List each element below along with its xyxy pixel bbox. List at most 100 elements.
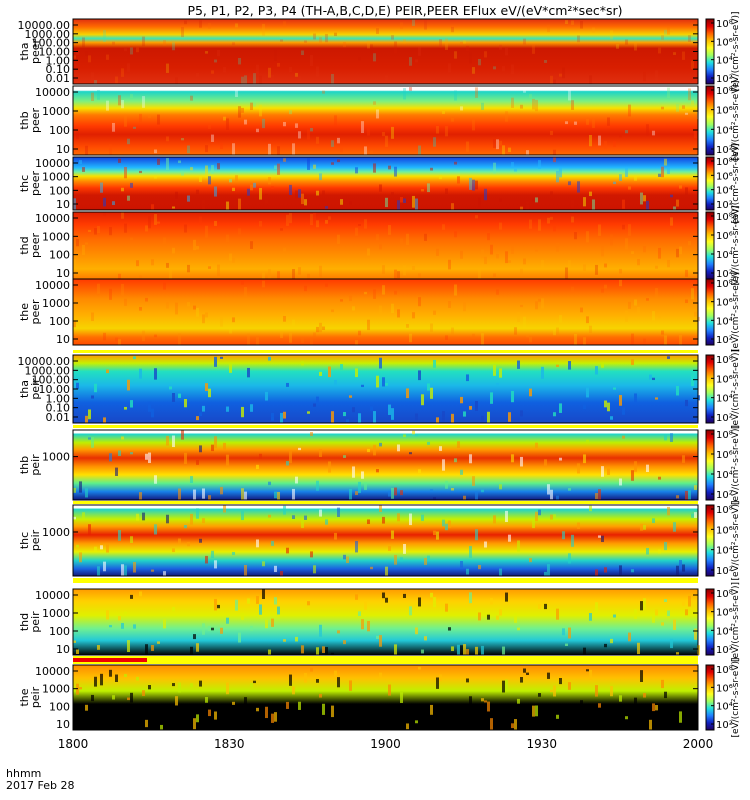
ytick-label: 1000: [42, 297, 70, 310]
colorbar-thc-peer: 10⁸ 10⁶ 10⁴ 10²[eV/(cm²-s-sr-eV)]: [705, 143, 741, 224]
x-axis: 1800 1830 1900 1930 2000: [58, 724, 714, 751]
colorbar-tick-label: 10⁶: [716, 450, 733, 461]
status-bar: [73, 656, 698, 664]
ytick-label: 10.00: [39, 46, 71, 59]
texture-tha-peir: [76, 356, 700, 423]
xtick-label: 1930: [526, 737, 557, 751]
status-bar: [73, 578, 698, 583]
y-axis-label: the: [18, 688, 31, 706]
spectrogram-thd-peer: [73, 212, 698, 279]
y-axis-label: peer: [29, 233, 42, 259]
ytick-label: 1000.00: [25, 28, 71, 41]
colorbar-tick-label: 10⁸: [716, 665, 733, 676]
ytick-label: 1000: [42, 105, 70, 118]
colorbar-tick-label: 10⁶: [716, 374, 733, 385]
chart-title: P5, P1, P2, P3, P4 (TH-A,B,C,D,E) PEIR,P…: [187, 3, 622, 18]
y-axis-label: tha: [18, 380, 31, 398]
ytick-label: 1000: [42, 683, 70, 696]
y-axis-label: thd: [18, 236, 31, 254]
texture-thb-peir: [73, 430, 697, 500]
y-axis-label: thd: [18, 613, 31, 631]
colorbar-tick-label: 10⁸: [716, 212, 733, 223]
colorbar-tick-label: 10²: [716, 413, 733, 424]
ytick-label: 100: [49, 184, 70, 197]
date-label: 2017 Feb 28: [6, 779, 74, 792]
colorbar-tick-label: 10⁶: [716, 106, 733, 117]
ytick-label: 10000: [35, 665, 70, 678]
ytick-label: 10: [56, 718, 70, 731]
ytick-label: 0.10: [46, 63, 71, 76]
colorbar-tick-label: 10⁸: [716, 279, 733, 290]
y-axis-label: peer: [29, 171, 42, 197]
y-axis-label: peir: [29, 686, 42, 708]
ytick-label: 100: [49, 625, 70, 638]
ytick-label: 1000.00: [25, 364, 71, 377]
colorbar-label: [eV/(cm²-s-sr-eV)]: [731, 349, 741, 429]
colorbar-label: [eV/(cm²-s-sr-eV)]: [731, 657, 741, 737]
ytick-label: 100: [49, 124, 70, 137]
xtick-label: 2000: [683, 737, 714, 751]
ytick-label: 10: [56, 267, 70, 280]
colorbar-tick-label: 10⁶: [716, 683, 733, 694]
texture-thc-peir: [73, 505, 697, 576]
ytick-label: 1000: [42, 171, 70, 184]
y-axis-label: peir: [29, 454, 42, 476]
y-axis-label: peir: [29, 378, 42, 400]
xtick-label: 1900: [370, 737, 401, 751]
status-bar: [73, 425, 698, 428]
colorbar-tha-peir: 10⁸ 10⁶ 10⁴ 10²[eV/(cm²-s-sr-eV)]: [705, 349, 741, 429]
colorbar-tick-label: 10⁶: [716, 298, 733, 309]
colorbar-label: [eV/(cm²-s-sr-eV)]: [731, 80, 741, 160]
ytick-label: 10000: [35, 279, 70, 292]
colorbar-tick-label: 10⁸: [716, 355, 733, 366]
ytick-label: 10000.00: [18, 19, 71, 32]
colorbar-tick-label: 10²: [716, 269, 733, 280]
y-axis-label: the: [18, 303, 31, 321]
ytick-label: 10: [56, 333, 70, 346]
colorbar-label: [eV/(cm²-s-sr-eV)]: [731, 500, 741, 580]
colorbar-tick-label: 10⁴: [716, 56, 733, 67]
ytick-label: 1.00: [46, 54, 71, 67]
texture-thd-peer: [73, 212, 691, 279]
colorbar-tick-label: 10²: [716, 200, 733, 211]
spectrogram-thb-peir: [73, 430, 698, 500]
colorbar-label: [eV/(cm²-s-sr-eV)]: [731, 582, 741, 662]
y-axis-label: peer: [29, 108, 42, 134]
colorbar-tick-label: 10⁴: [716, 394, 733, 405]
ytick-label: 10000: [35, 589, 70, 602]
colorbar-tick-label: 10⁴: [716, 702, 733, 713]
colorbar-tick-label: 10⁴: [716, 186, 733, 197]
y-axis-label: thb: [18, 111, 31, 129]
spectrogram-thc-peir: [73, 505, 698, 576]
colorbar-tick-label: 10⁴: [716, 470, 733, 481]
texture-tha-peer: [73, 19, 694, 84]
colorbar-tick-label: 10⁶: [716, 525, 733, 536]
colorbar-tick-label: 10²: [716, 145, 733, 156]
ytick-label: 10000.00: [18, 355, 71, 368]
y-axis-label: peer: [29, 39, 42, 65]
colorbar-label: [eV/(cm²-s-sr-eV)]: [731, 143, 741, 223]
ytick-label: 1000: [42, 607, 70, 620]
texture-the-peir: [73, 666, 682, 730]
y-axis-label: thb: [18, 456, 31, 474]
y-axis-label: thc: [18, 532, 31, 549]
colorbar-tick-label: 10⁶: [716, 231, 733, 242]
ytick-label: 1000: [42, 230, 70, 243]
ytick-label: 10000: [35, 86, 70, 99]
ytick-label: 10000: [35, 157, 70, 170]
colorbar-tick-label: 10²: [716, 645, 733, 656]
ytick-label: 10000: [35, 212, 70, 225]
ytick-label: 100.00: [32, 374, 71, 387]
colorbar-tick-label: 10²: [716, 566, 733, 577]
colorbar-tick-label: 10²: [716, 720, 733, 731]
spectrogram-thb-peer: [73, 86, 698, 155]
colorbar-tick-label: 10⁴: [716, 125, 733, 136]
spectrogram-tha-peir: [73, 355, 698, 423]
ytick-label: 1000: [42, 451, 70, 464]
